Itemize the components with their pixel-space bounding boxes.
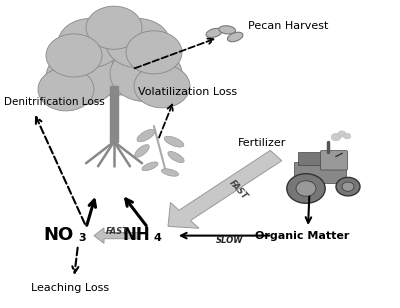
Circle shape [338, 131, 346, 137]
Circle shape [336, 177, 360, 196]
Circle shape [46, 49, 118, 105]
Text: Volatilization Loss: Volatilization Loss [138, 87, 238, 97]
Text: 4: 4 [154, 233, 162, 243]
Circle shape [106, 18, 170, 68]
Bar [294, 162, 346, 183]
Circle shape [296, 181, 316, 196]
Ellipse shape [206, 28, 222, 38]
Circle shape [46, 34, 102, 77]
Text: 3: 3 [78, 233, 86, 243]
Ellipse shape [137, 129, 155, 142]
Circle shape [134, 65, 190, 108]
FancyBboxPatch shape [320, 151, 348, 170]
Text: NH: NH [122, 226, 150, 244]
Text: NO: NO [44, 226, 74, 244]
Circle shape [70, 28, 158, 95]
Text: Pecan Harvest: Pecan Harvest [248, 21, 328, 31]
Circle shape [331, 133, 341, 141]
Text: Organic Matter: Organic Matter [255, 231, 349, 241]
Ellipse shape [168, 152, 184, 163]
Ellipse shape [142, 162, 158, 171]
Circle shape [86, 6, 142, 49]
Text: Fertilizer: Fertilizer [238, 138, 286, 148]
Circle shape [38, 68, 94, 111]
Text: Denitrification Loss: Denitrification Loss [4, 97, 105, 107]
Circle shape [58, 18, 122, 68]
Ellipse shape [164, 136, 184, 147]
Ellipse shape [162, 169, 178, 176]
Circle shape [344, 133, 351, 139]
Ellipse shape [219, 26, 236, 34]
Text: Leaching Loss: Leaching Loss [31, 283, 109, 293]
Circle shape [126, 31, 182, 74]
Circle shape [287, 174, 325, 203]
Polygon shape [94, 228, 138, 243]
Text: FAST: FAST [106, 227, 129, 236]
Polygon shape [168, 150, 282, 228]
Ellipse shape [135, 145, 149, 157]
Bar [110, 86, 118, 142]
Circle shape [342, 182, 354, 191]
Text: FAST: FAST [227, 178, 249, 201]
Circle shape [110, 46, 182, 102]
Bar [298, 152, 320, 165]
Ellipse shape [228, 32, 243, 42]
Text: SLOW: SLOW [216, 236, 244, 245]
